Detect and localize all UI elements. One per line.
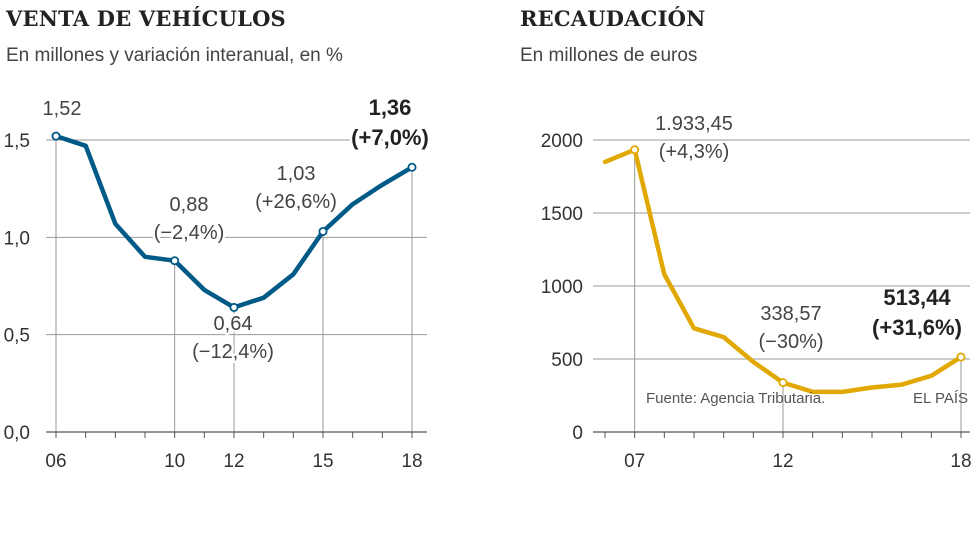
revenue-annotation-change: (−30%) — [758, 331, 823, 353]
revenue-y-tick-label: 1500 — [541, 204, 583, 225]
revenue-y-tick-label: 2000 — [541, 131, 583, 152]
revenue-x-tick-label: 12 — [772, 451, 793, 472]
revenue-x-tick-label: 07 — [624, 451, 645, 472]
vehicle-sales-chart: 0,0 0,5 1,0 1,5 06 10 12 15 18 1,52 0,88 (−2,4%) 0,6… — [4, 93, 432, 473]
chart1-title: VENTA DE VEHÍCULOS — [6, 6, 286, 31]
sales-annotation-value: 0,88 — [170, 194, 209, 216]
revenue-annotation-value: 513,44 — [883, 285, 951, 310]
revenue-y-tick-label: 1000 — [541, 277, 583, 298]
sales-data-point — [170, 256, 180, 266]
sales-annotation-value: 1,03 — [277, 163, 316, 185]
sales-data-point — [407, 162, 417, 172]
revenue-y-tick-label: 500 — [551, 350, 583, 371]
revenue-annotation-value: 1.933,45 — [655, 113, 733, 135]
sales-x-tick-label: 10 — [164, 451, 185, 472]
sales-annotation-change: (+26,6%) — [255, 191, 337, 213]
sales-annotation-value: 1,36 — [369, 95, 412, 120]
revenue-x-tick-label: 18 — [950, 451, 971, 472]
chart2-title: RECAUDACIÓN — [520, 6, 706, 31]
sales-data-point — [51, 131, 61, 141]
tax-revenue-chart: 0 500 1000 1500 2000 07 12 18 1.933,45 (+4,3%) 338… — [541, 111, 972, 473]
publisher-credit: EL PAÍS — [913, 390, 969, 407]
sales-x-tick-label: 06 — [45, 451, 66, 472]
revenue-series-line — [602, 147, 964, 395]
revenue-data-point — [630, 145, 640, 155]
sales-data-point — [318, 226, 328, 236]
sales-y-tick-label: 0,5 — [4, 326, 30, 347]
source-note: Fuente: Agencia Tributaria. — [646, 390, 826, 407]
revenue-annotation-change: (+31,6%) — [872, 315, 962, 340]
sales-series-line — [53, 133, 415, 310]
sales-annotation-change: (−12,4%) — [192, 341, 274, 363]
sales-annotation-change: (+7,0%) — [351, 125, 429, 150]
sales-data-point — [229, 302, 239, 312]
revenue-data-point — [778, 378, 788, 388]
sales-x-tick-label: 15 — [312, 451, 333, 472]
sales-annotation-value: 1,52 — [43, 98, 82, 120]
sales-y-tick-label: 0,0 — [4, 423, 30, 444]
revenue-y-tick-label: 0 — [572, 423, 583, 444]
sales-annotation-value: 0,64 — [214, 313, 253, 335]
sales-y-tick-label: 1,0 — [4, 228, 30, 249]
chart1-subtitle: En millones y variación interanual, en % — [6, 45, 343, 66]
revenue-annotation-change: (+4,3%) — [659, 141, 730, 163]
revenue-data-point — [956, 352, 966, 362]
sales-annotation-change: (−2,4%) — [154, 222, 225, 244]
revenue-annotation-value: 338,57 — [760, 303, 821, 325]
chart2-subtitle: En millones de euros — [520, 45, 698, 66]
sales-x-tick-label: 18 — [401, 451, 422, 472]
sales-x-tick-label: 12 — [223, 451, 244, 472]
sales-y-tick-label: 1,5 — [4, 131, 30, 152]
